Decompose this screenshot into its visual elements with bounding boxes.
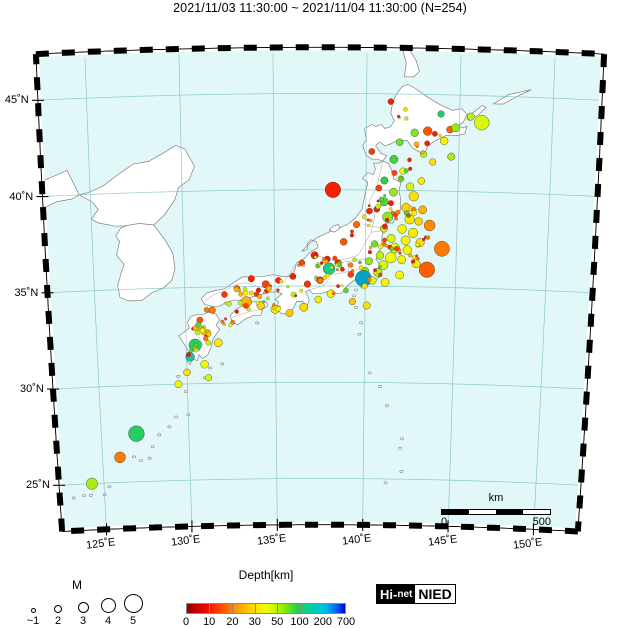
magnitude-legend-item: 3	[70, 602, 96, 627]
depth-tick-label: 700	[336, 616, 356, 628]
depth-tick-label: 10	[203, 616, 216, 628]
magnitude-legend-label: ~1	[26, 615, 40, 627]
legend-strip: M ~1 2 3 4 5 Depth[km] 0 10 20 30 50 100 200 70…	[0, 560, 640, 628]
depth-tick-label: 0	[182, 616, 190, 628]
depth-tick-mark	[277, 603, 279, 614]
depth-tick-mark	[322, 603, 324, 614]
depth-tick-mark	[209, 603, 211, 614]
depth-tick-label: 200	[313, 616, 332, 628]
magnitude-circle-icon	[100, 598, 116, 613]
magnitude-circle-icon	[54, 605, 62, 613]
scale-bar-min: 0	[441, 516, 448, 528]
magnitude-circle-icon	[30, 608, 36, 613]
depth-tick-mark	[254, 603, 256, 614]
earthquake-map[interactable]: 45˚N 40˚N 35˚N 30˚N 25˚N 125˚E 130˚E 135…	[0, 14, 640, 560]
depth-tick-mark	[232, 603, 234, 614]
magnitude-legend-title: M	[72, 578, 82, 592]
depth-tick-mark	[299, 603, 301, 614]
scale-bar-track	[441, 509, 551, 515]
magnitude-legend-item: 5	[120, 594, 146, 627]
hinet-nied-logo: Hi-net NIED	[376, 584, 456, 604]
lat-label-45n: 45˚N	[4, 94, 29, 107]
magnitude-circle-icon	[77, 602, 89, 613]
magnitude-legend-item: 4	[95, 598, 121, 627]
depth-tick-mark	[345, 603, 346, 614]
magnitude-legend-label: 3	[79, 615, 87, 627]
depth-tick-label: 20	[226, 616, 239, 628]
magnitude-legend-label: 4	[104, 615, 112, 627]
depth-legend-title: Depth[km]	[238, 568, 294, 582]
depth-tick-label: 50	[271, 616, 284, 628]
hinet-logo-text: Hi-net	[377, 585, 416, 603]
depth-tick-mark	[186, 603, 187, 614]
page-title: 2021/11/03 11:30:00 ~ 2021/11/04 11:30:0…	[173, 1, 467, 15]
scale-bar: km 0 500	[441, 492, 551, 534]
magnitude-legend-item: 2	[45, 605, 71, 627]
nied-logo-text: NIED	[415, 585, 455, 603]
lat-label-25n: 25˚N	[26, 479, 50, 492]
magnitude-legend-item: ~1	[20, 608, 46, 627]
magnitude-legend: M ~1 2 3 4 5	[20, 578, 150, 627]
magnitude-legend-label: 5	[129, 615, 137, 627]
magnitude-legend-label: 2	[54, 615, 62, 627]
lat-label-40n: 40˚N	[9, 190, 34, 203]
depth-tick-label: 100	[290, 616, 309, 628]
lat-label-30n: 30˚N	[19, 383, 44, 396]
lat-label-35n: 35˚N	[14, 286, 39, 299]
map-canvas	[31, 44, 608, 536]
magnitude-circle-icon	[123, 594, 143, 613]
scale-bar-max: 500	[532, 516, 551, 528]
depth-tick-label: 30	[248, 616, 261, 628]
scale-bar-unit: km	[488, 492, 504, 504]
